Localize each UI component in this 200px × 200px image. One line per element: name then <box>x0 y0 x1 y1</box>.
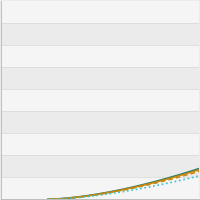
Bar <box>1 133 199 155</box>
Bar <box>1 45 199 67</box>
Bar <box>1 155 199 177</box>
Bar <box>1 89 199 111</box>
Bar <box>1 111 199 133</box>
Bar <box>1 177 199 199</box>
Bar <box>1 1 199 23</box>
Bar <box>1 67 199 89</box>
Bar <box>1 23 199 45</box>
